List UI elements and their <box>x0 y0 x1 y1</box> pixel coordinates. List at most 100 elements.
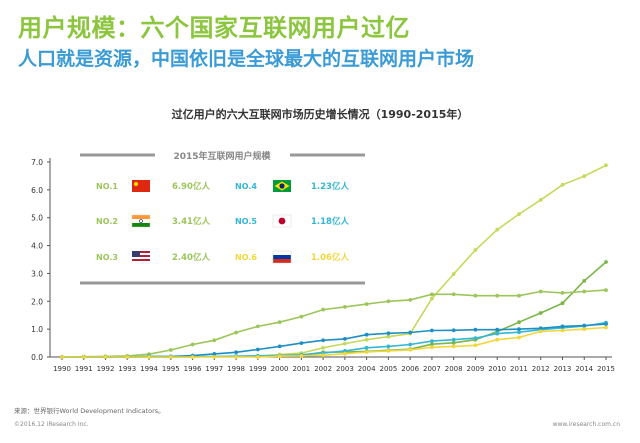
legend-rank: NO.1 <box>96 182 118 191</box>
series-5-point <box>321 338 325 343</box>
x-tick-label: 2006 <box>401 365 419 373</box>
series-2-point <box>560 301 565 306</box>
series-6-point <box>277 354 282 359</box>
series-6-point <box>103 355 108 359</box>
series-4-point <box>343 349 347 353</box>
y-tick-label: 3.0 <box>31 269 43 278</box>
series-2-point <box>582 279 587 283</box>
series-3-point <box>408 298 413 302</box>
chart-legend: 2015年互联网用户规模 NO.1 6.90亿人 NO.2 3.41亿人 NO.3 2.40… <box>80 150 365 285</box>
legend-value: 1.06亿人 <box>311 252 349 263</box>
series-line-3 <box>61 289 607 358</box>
legend-rank: NO.3 <box>96 253 118 262</box>
series-3-point <box>604 288 608 292</box>
x-tick-label: 2009 <box>467 365 485 373</box>
series-6-point <box>604 325 608 330</box>
series-line-6 <box>62 326 607 358</box>
series-6-point <box>495 337 500 342</box>
series-2-point <box>604 260 608 264</box>
legend-rank: NO.4 <box>235 182 257 191</box>
series-1-point <box>430 296 434 301</box>
series-6-point <box>560 328 565 333</box>
russia-flag <box>272 250 292 264</box>
x-tick-label: 2015 <box>597 365 615 373</box>
series-3-point <box>364 302 369 306</box>
x-tick-label: 2007 <box>423 365 441 373</box>
series-4-point <box>364 345 369 350</box>
series-6-point <box>386 349 391 353</box>
flag-canton <box>132 251 140 257</box>
chart-axes: 0.0 1.0 2.0 3.0 4.0 5.0 6.0 7.0 1990 1991 1992 1993… <box>31 158 615 373</box>
legend-value: 6.90亿人 <box>172 181 210 192</box>
series-1-point <box>495 227 500 232</box>
series-3-point <box>517 293 521 298</box>
series-4-point <box>517 330 521 335</box>
page-subtitle: 人口就是资源，中国依旧是全球最大的互联网用户市场 <box>18 48 475 70</box>
series-3-point <box>255 324 260 329</box>
flag-globe <box>279 183 285 189</box>
x-tick-label: 1996 <box>184 365 202 373</box>
flag-band <box>132 219 150 223</box>
source-note: 来源：世界银行World Development Indicators。 <box>14 407 165 415</box>
flag-band <box>273 259 291 263</box>
x-tick-label: 2014 <box>575 365 593 373</box>
series-6-point <box>125 355 130 359</box>
legend-value: 3.41亿人 <box>172 216 210 227</box>
flag-stripe <box>132 251 150 253</box>
flag-border <box>131 214 151 228</box>
y-tick-label: 1.0 <box>31 325 43 334</box>
series-3-point <box>430 292 434 297</box>
india-flag <box>131 214 151 228</box>
flag-band <box>273 255 291 259</box>
series-3-point <box>582 289 587 294</box>
series-5-point <box>386 331 391 336</box>
legend-value: 1.23亿人 <box>311 181 349 192</box>
series-6-point <box>255 355 260 359</box>
series-6-point <box>234 355 239 359</box>
series-6-point <box>343 351 347 356</box>
flag-star <box>134 182 138 186</box>
legend-rank: NO.5 <box>235 217 257 226</box>
series-6-point <box>212 355 217 359</box>
flag-border <box>272 250 292 264</box>
x-tick-label: 1994 <box>140 365 158 373</box>
series-6-point <box>408 347 413 352</box>
series-6-point <box>473 343 478 348</box>
series-5-point <box>408 330 413 335</box>
copyright-note: ©2016.12 iResearch Inc. <box>14 421 89 428</box>
x-tick-label: 1993 <box>118 365 136 373</box>
series-1-point <box>604 163 608 168</box>
series-5-point <box>299 341 304 345</box>
y-tick-label: 7.0 <box>31 158 43 167</box>
flag-wheel <box>139 219 143 223</box>
x-tick-label: 2003 <box>336 365 354 373</box>
x-tick-label: 1990 <box>53 365 71 373</box>
y-tick-label: 6.0 <box>31 186 43 195</box>
series-5-point <box>430 328 434 333</box>
china-flag <box>132 180 150 192</box>
flag-field <box>132 180 150 192</box>
series-1-point <box>582 174 587 179</box>
series-6-point <box>168 355 173 359</box>
series-5-point <box>212 352 217 356</box>
y-tick-label: 0.0 <box>31 353 43 362</box>
flag-disc <box>278 217 286 225</box>
series-5-point <box>517 327 521 331</box>
x-tick-label: 2001 <box>292 365 310 373</box>
series-6-point <box>299 354 304 358</box>
series-3-point <box>538 289 543 294</box>
series-3-point <box>168 348 173 352</box>
series-4-point <box>495 331 500 336</box>
series-4-point <box>473 336 478 340</box>
series-3-point <box>277 320 282 325</box>
series-1-point <box>364 337 369 342</box>
y-tick-label: 4.0 <box>31 242 43 251</box>
series-6-point <box>582 327 587 331</box>
x-tick-label: 2004 <box>358 365 376 373</box>
series-6-point <box>190 355 195 359</box>
x-tick-label: 1991 <box>75 365 93 373</box>
series-6-point <box>364 350 369 354</box>
x-tick-label: 2000 <box>271 365 289 373</box>
series-4-point <box>451 337 456 342</box>
x-tick-label: 2010 <box>488 365 506 373</box>
